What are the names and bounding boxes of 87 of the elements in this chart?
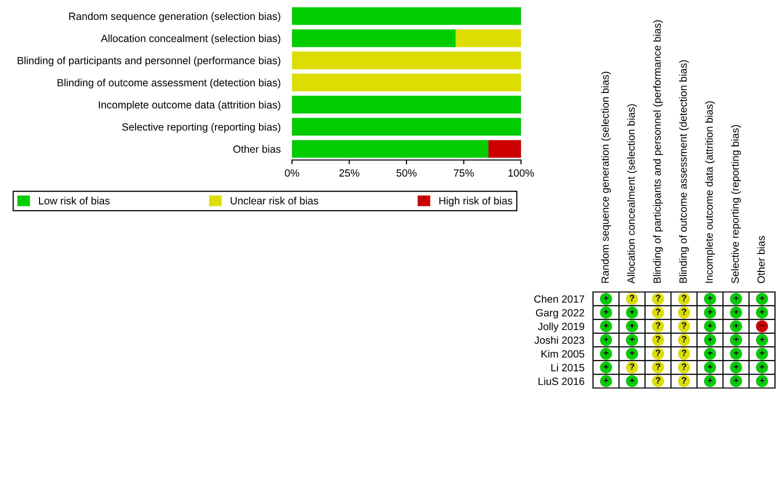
bar	[292, 140, 488, 158]
text: +	[760, 364, 764, 370]
category-label: Blinding of outcome assessment (detection bias)	[679, 60, 689, 283]
text: ?	[682, 363, 686, 370]
text: +	[760, 378, 764, 383]
category-label: Random sequence generation (selection bias)	[601, 72, 611, 283]
text: ?	[656, 363, 660, 370]
x-tick-label: 75%	[454, 169, 474, 177]
text: +	[630, 323, 634, 328]
x-tick-label: 100%	[508, 169, 534, 177]
text: ?	[682, 350, 686, 356]
text: +	[630, 350, 634, 356]
category-label: Selective reporting (reporting bias)	[731, 125, 741, 284]
text: ?	[682, 336, 686, 342]
text: ?	[656, 377, 660, 384]
text: ?	[656, 322, 660, 329]
y-tick-label: Incomplete outcome data (attrition bias)	[98, 100, 280, 111]
legend-label: High risk of bias	[439, 196, 512, 207]
text: ?	[630, 294, 634, 302]
text: +	[708, 296, 712, 300]
y-tick-label: Blinding of outcome assessment (detection bias)	[58, 78, 280, 88]
category-label: Blinding of participants and personnel (performance bias)	[653, 20, 663, 283]
y-tick-label: Random sequence generation (selection bias)	[69, 12, 280, 22]
category-label: Garg 2022	[536, 309, 584, 319]
category-label: Allocation concealment (selection bias)	[627, 104, 637, 284]
category-label: Li 2015	[551, 364, 584, 372]
y-tick-label: Other bias	[233, 145, 281, 153]
text: +	[604, 364, 608, 370]
text: ?	[682, 294, 686, 302]
text: +	[708, 364, 712, 370]
text: +	[604, 296, 608, 300]
bar	[292, 29, 456, 48]
text: +	[708, 378, 712, 383]
text: ?	[682, 377, 686, 384]
text: +	[760, 296, 764, 300]
y-tick-label: Selective reporting (reporting bias)	[122, 123, 280, 133]
text: +	[734, 337, 738, 342]
text: +	[734, 323, 738, 328]
text: +	[630, 337, 634, 342]
bar	[292, 7, 521, 25]
legend-label: Low risk of bias	[39, 196, 110, 204]
bar	[292, 74, 521, 92]
category-label: Jolly 2019	[538, 322, 584, 332]
category-label: Chen 2017	[534, 295, 584, 303]
category-label: Joshi 2023	[534, 336, 584, 344]
category-label: LiuS 2016	[538, 377, 584, 386]
text: ?	[656, 336, 660, 342]
text: +	[604, 310, 608, 314]
legend-label: Unclear risk of bias	[230, 196, 318, 204]
text: +	[604, 378, 608, 383]
text: +	[708, 350, 712, 356]
text: +	[708, 337, 712, 342]
bar	[488, 140, 521, 158]
text: ?	[656, 294, 660, 302]
bar	[292, 52, 521, 70]
text: +	[760, 310, 764, 314]
text: +	[604, 350, 608, 356]
text: +	[734, 296, 738, 300]
text: +	[708, 310, 712, 314]
category-label: Other bias	[757, 236, 765, 284]
text: +	[734, 310, 738, 314]
text: ?	[682, 308, 686, 315]
text: +	[734, 350, 738, 356]
text: ?	[630, 363, 634, 370]
y-tick-label: Blinding of participants and personnel (performance bias)	[18, 56, 280, 66]
text: −	[760, 325, 764, 326]
category-label: Kim 2005	[542, 350, 584, 358]
bar	[292, 118, 521, 136]
bar	[292, 96, 521, 114]
x-tick-label: 25%	[339, 169, 360, 177]
text: +	[734, 364, 738, 370]
category-label: Incomplete outcome data (attrition bias)	[705, 101, 715, 283]
text: +	[630, 378, 634, 383]
y-tick-label: Allocation concealment (selection bias)	[100, 34, 280, 44]
text: ?	[656, 350, 660, 356]
text: +	[630, 310, 634, 314]
text: ?	[656, 308, 660, 315]
x-tick-label: 50%	[396, 169, 417, 177]
text: +	[734, 378, 738, 383]
x-tick-label: 0%	[284, 169, 300, 177]
text: +	[604, 337, 608, 342]
text: +	[604, 323, 608, 328]
bar	[456, 29, 521, 48]
text: ?	[682, 322, 686, 329]
text: +	[708, 323, 712, 328]
text: +	[760, 337, 764, 342]
text: +	[760, 350, 764, 356]
